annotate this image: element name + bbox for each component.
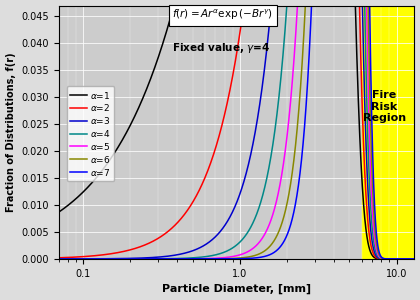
Line: $\alpha$=3: $\alpha$=3	[58, 0, 415, 259]
$\alpha$=4	[412, 257, 417, 261]
$\alpha$=5	[97, 257, 102, 261]
Text: Fixed value, $\gamma$=4: Fixed value, $\gamma$=4	[173, 41, 271, 55]
$\alpha$=4	[367, 176, 372, 180]
$\alpha$=6	[118, 257, 123, 261]
Y-axis label: Fraction of Distributions, f(r): Fraction of Distributions, f(r)	[5, 52, 16, 212]
$\alpha$=4	[97, 257, 102, 261]
$\alpha$=4	[118, 257, 123, 261]
$\alpha$=6	[367, 61, 372, 64]
$\alpha$=3	[208, 239, 213, 243]
Line: $\alpha$=6: $\alpha$=6	[58, 0, 415, 259]
$\alpha$=7	[208, 257, 213, 261]
$\alpha$=2	[208, 162, 213, 165]
$\alpha$=3	[118, 257, 123, 260]
$\alpha$=2	[412, 257, 417, 261]
$\alpha$=2	[56, 256, 61, 260]
$\alpha$=7	[97, 257, 102, 261]
Text: $f(r) = Ar^{\alpha}\exp\left(-Br^{\gamma}\right)$: $f(r) = Ar^{\alpha}\exp\left(-Br^{\gamma…	[173, 8, 273, 22]
$\alpha$=4	[56, 257, 61, 261]
Line: $\alpha$=2: $\alpha$=2	[58, 0, 415, 259]
$\alpha$=1	[367, 246, 372, 250]
$\alpha$=2	[192, 196, 197, 200]
$\alpha$=5	[56, 257, 61, 261]
$\alpha$=3	[412, 257, 417, 261]
$\alpha$=2	[367, 233, 372, 236]
$\alpha$=7	[56, 257, 61, 261]
Line: $\alpha$=5: $\alpha$=5	[58, 0, 415, 259]
$\alpha$=5	[367, 127, 372, 131]
Legend: $\alpha$=1, $\alpha$=2, $\alpha$=3, $\alpha$=4, $\alpha$=5, $\alpha$=6, $\alpha$: $\alpha$=1, $\alpha$=2, $\alpha$=3, $\al…	[67, 86, 114, 181]
$\alpha$=6	[412, 257, 417, 261]
$\alpha$=4	[192, 256, 197, 260]
$\alpha$=6	[97, 257, 102, 261]
$\alpha$=6	[405, 257, 410, 261]
$\alpha$=6	[56, 257, 61, 261]
$\alpha$=4	[208, 254, 213, 258]
$\alpha$=5	[192, 257, 197, 261]
$\alpha$=1	[118, 142, 123, 145]
$\alpha$=5	[208, 256, 213, 260]
$\alpha$=6	[192, 257, 197, 261]
Line: $\alpha$=1: $\alpha$=1	[58, 0, 415, 259]
$\alpha$=2	[97, 254, 102, 257]
$\alpha$=5	[412, 257, 417, 261]
$\alpha$=3	[56, 257, 61, 261]
$\alpha$=3	[367, 210, 372, 214]
$\alpha$=7	[192, 257, 197, 261]
Line: $\alpha$=7: $\alpha$=7	[58, 0, 415, 259]
$\alpha$=5	[118, 257, 123, 261]
$\alpha$=3	[97, 257, 102, 261]
X-axis label: Particle Diameter, [mm]: Particle Diameter, [mm]	[162, 284, 311, 294]
$\alpha$=7	[412, 257, 417, 261]
Text: Fire
Risk
Region: Fire Risk Region	[362, 90, 406, 124]
Line: $\alpha$=4: $\alpha$=4	[58, 0, 415, 259]
$\alpha$=5	[405, 257, 410, 261]
$\alpha$=6	[208, 257, 213, 261]
$\alpha$=3	[192, 248, 197, 252]
$\alpha$=1	[56, 210, 61, 214]
$\alpha$=1	[405, 257, 410, 261]
$\alpha$=1	[97, 172, 102, 176]
$\alpha$=7	[405, 257, 410, 261]
$\alpha$=1	[412, 257, 417, 261]
$\alpha$=3	[405, 257, 410, 261]
$\alpha$=7	[118, 257, 123, 261]
$\alpha$=2	[405, 257, 410, 261]
$\alpha$=2	[118, 250, 123, 254]
$\alpha$=4	[405, 257, 410, 261]
